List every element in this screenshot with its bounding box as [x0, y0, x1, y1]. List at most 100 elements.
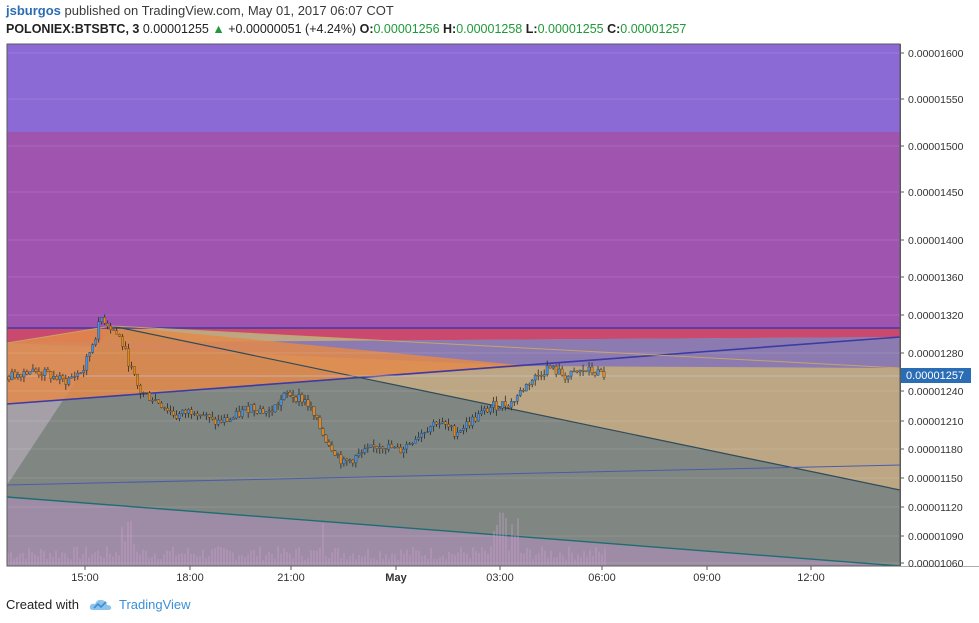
volume-bar — [76, 546, 78, 566]
candle-body — [282, 393, 286, 400]
candle-body — [593, 372, 597, 376]
volume-bar — [235, 559, 237, 566]
volume-bar — [388, 558, 390, 566]
volume-bar — [601, 554, 603, 566]
volume-bar — [301, 556, 303, 566]
tradingview-link[interactable]: TradingView — [118, 597, 191, 612]
candle-body — [420, 433, 423, 438]
candle-body — [294, 396, 298, 402]
symbol-header: POLONIEX:BTSBTC, 3 0.00001255 ▲ +0.00000… — [6, 22, 686, 36]
volume-bar — [328, 558, 330, 566]
volume-bar — [577, 554, 579, 566]
candle-body — [408, 443, 412, 445]
candle-body — [354, 455, 358, 464]
volume-bar — [343, 553, 345, 566]
candle-body — [285, 392, 289, 394]
candle-body — [115, 330, 118, 335]
candle-body — [106, 323, 110, 327]
candle-body — [187, 409, 190, 414]
author-link[interactable]: jsburgos — [6, 3, 61, 18]
volume-bar — [271, 553, 273, 566]
candle-body — [336, 454, 340, 456]
candle-body — [530, 379, 534, 385]
candle-body — [37, 371, 41, 376]
volume-bar — [355, 559, 357, 566]
volume-bar — [538, 553, 540, 566]
candle-body — [360, 452, 364, 454]
volume-bar — [589, 549, 591, 566]
volume-bar — [352, 553, 354, 566]
volume-bar — [142, 549, 144, 566]
volume-bar — [334, 548, 336, 566]
candle-body — [85, 356, 89, 371]
candle-body — [498, 407, 501, 411]
publish-header: jsburgos published on TradingView.com, M… — [6, 3, 394, 18]
volume-bar — [376, 559, 378, 566]
candle-body — [246, 406, 250, 413]
candle-body — [181, 409, 184, 414]
volume-bar — [37, 556, 39, 566]
volume-bar — [385, 554, 387, 566]
volume-bar — [70, 559, 72, 566]
volume-bar — [64, 553, 66, 566]
volume-bar — [154, 553, 156, 566]
candle-body — [506, 405, 510, 408]
volume-bar — [247, 554, 249, 566]
candle-body — [160, 402, 163, 408]
candle-body — [444, 421, 447, 425]
candle-body — [118, 334, 121, 337]
time-axis-labels: 15:00 18:00 21:00 May 03:00 06:00 09:00 12:00 — [71, 566, 825, 584]
volume-bar — [322, 523, 324, 566]
volume-bar — [106, 546, 108, 566]
volume-bar — [502, 512, 504, 566]
trendline-left — [7, 325, 113, 344]
volume-bar — [133, 543, 135, 566]
candle-body — [67, 377, 71, 385]
zone-top — [7, 44, 900, 132]
candle-body — [109, 325, 113, 330]
candle-body — [34, 368, 38, 372]
candle-body — [73, 376, 77, 378]
candle-body — [548, 365, 552, 369]
candle-body — [333, 450, 337, 456]
volume-bar — [490, 546, 492, 566]
volume-bar — [94, 552, 96, 566]
open-value: 0.00001256 — [373, 22, 440, 36]
footer: Created with TradingView — [6, 597, 191, 612]
volume-bar — [127, 521, 129, 566]
volume-bar — [484, 550, 486, 566]
candle-body — [551, 366, 555, 369]
volume-bar — [448, 551, 450, 566]
volume-bar — [487, 553, 489, 566]
price-axis[interactable] — [900, 44, 979, 566]
candle-body — [566, 375, 570, 380]
plot-area[interactable] — [7, 44, 900, 566]
volume-bar — [505, 517, 507, 566]
volume-bar — [394, 554, 396, 566]
volume-bar — [571, 552, 573, 566]
candle-body — [450, 425, 453, 428]
candle-body — [94, 338, 98, 345]
candle-body — [7, 376, 11, 380]
volume-bar — [157, 558, 159, 566]
candle-body — [231, 417, 235, 421]
candle-body — [357, 453, 361, 456]
symbol-label[interactable]: POLONIEX:BTSBTC, 3 — [6, 22, 140, 36]
candle-body — [545, 365, 549, 375]
created-with-text: Created with — [6, 597, 79, 612]
candle-body — [261, 408, 265, 414]
volume-bar — [325, 556, 327, 566]
candle-body — [459, 430, 462, 433]
volume-bar — [172, 546, 174, 566]
volume-bar — [349, 556, 351, 566]
volume-bar — [244, 556, 246, 566]
price-tick-label: 0.00001450 — [908, 187, 964, 199]
candle-body — [204, 414, 208, 417]
volume-bar — [166, 550, 168, 566]
candle-body — [378, 446, 382, 449]
candle-body — [560, 368, 564, 376]
volume-bar — [493, 530, 495, 566]
candle-body — [602, 371, 606, 378]
candle-body — [139, 385, 142, 394]
